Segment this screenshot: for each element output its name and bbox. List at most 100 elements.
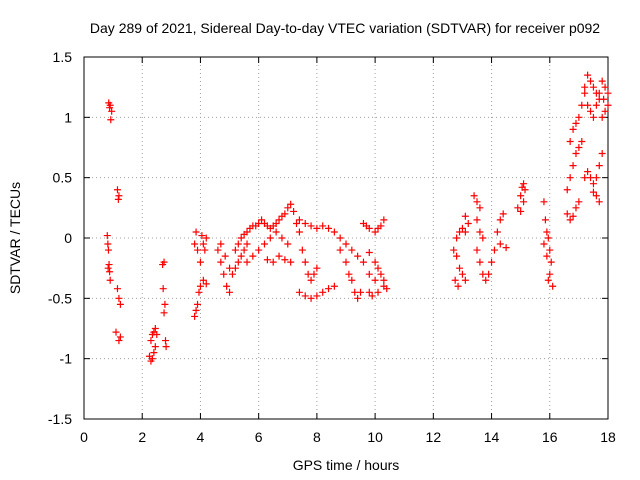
data-point <box>263 256 271 264</box>
data-point <box>345 270 353 278</box>
data-point <box>298 246 306 254</box>
data-point <box>287 200 295 208</box>
data-point <box>243 258 251 266</box>
data-point <box>541 216 549 224</box>
data-point <box>330 282 338 290</box>
data-point <box>461 212 469 220</box>
data-point <box>281 256 289 264</box>
data-point <box>453 252 461 260</box>
data-point <box>106 276 114 284</box>
data-point <box>114 195 122 203</box>
data-point <box>272 220 280 228</box>
data-point <box>549 282 557 290</box>
data-point <box>115 294 123 302</box>
data-point <box>454 282 462 290</box>
data-point <box>458 270 466 278</box>
data-point <box>584 101 592 109</box>
data-point <box>237 252 245 260</box>
data-point <box>201 246 209 254</box>
data-point <box>195 288 203 296</box>
x-tick-labels: 0 2 4 6 8 10 12 14 16 18 <box>80 429 616 445</box>
data-point <box>604 89 612 97</box>
data-point <box>371 228 379 236</box>
data-point <box>380 276 388 284</box>
data-point <box>371 258 379 266</box>
data-point <box>106 104 114 112</box>
data-point <box>368 292 376 300</box>
data-point <box>104 240 112 248</box>
data-point <box>275 216 283 224</box>
data-point <box>330 228 338 236</box>
data-point <box>108 107 116 115</box>
data-point <box>592 192 600 200</box>
data-point <box>293 220 301 228</box>
data-point <box>301 292 309 300</box>
data-point <box>106 268 114 276</box>
y-tick-label: 1.5 <box>53 49 73 65</box>
data-point <box>365 224 373 232</box>
data-point <box>544 276 552 284</box>
data-point <box>377 270 385 278</box>
data-point <box>342 258 350 266</box>
axis-ticks <box>83 56 609 420</box>
data-point <box>354 294 362 302</box>
data-point <box>116 300 124 308</box>
data-point <box>278 234 286 242</box>
data-point <box>313 224 321 232</box>
data-point <box>575 198 583 206</box>
data-point <box>598 113 606 121</box>
data-point <box>319 222 327 230</box>
data-point <box>221 252 229 260</box>
data-point <box>451 276 459 284</box>
y-tick-label: -1.5 <box>48 411 72 427</box>
data-point <box>595 89 603 97</box>
data-point <box>461 276 469 284</box>
data-point <box>220 270 228 278</box>
data-point <box>148 355 156 363</box>
data-point <box>589 188 597 196</box>
data-point <box>237 234 245 242</box>
data-point <box>601 83 609 91</box>
data-point <box>217 258 225 266</box>
data-point <box>589 180 597 188</box>
data-point <box>150 349 158 357</box>
data-point <box>217 240 225 248</box>
data-point <box>578 137 586 145</box>
x-tick-label: 2 <box>138 429 146 445</box>
x-tick-label: 8 <box>313 429 321 445</box>
y-axis-label: SDTVAR / TECUs <box>7 182 23 294</box>
data-point <box>502 244 510 252</box>
plot-frame <box>83 56 609 420</box>
data-point <box>226 288 234 296</box>
data-point <box>160 258 168 266</box>
data-point <box>255 246 263 254</box>
x-axis-label: GPS time / hours <box>293 457 400 473</box>
data-point <box>191 312 199 320</box>
data-point <box>153 331 161 339</box>
data-point <box>214 246 222 254</box>
data-point <box>456 264 464 272</box>
data-point <box>336 246 344 254</box>
data-point <box>589 113 597 121</box>
data-point <box>473 198 481 206</box>
data-point <box>547 258 555 266</box>
data-point <box>348 246 356 254</box>
data-point <box>493 228 501 236</box>
data-point <box>380 282 388 290</box>
data-point <box>243 240 251 248</box>
data-point <box>473 216 481 224</box>
data-point <box>575 113 583 121</box>
data-point <box>269 258 277 266</box>
data-point <box>295 228 303 236</box>
data-point <box>196 258 204 266</box>
data-point <box>601 107 609 115</box>
data-point <box>194 246 202 254</box>
data-point <box>581 89 589 97</box>
data-point <box>240 246 248 254</box>
data-point <box>365 270 373 278</box>
data-point <box>275 252 283 260</box>
data-point <box>284 204 292 212</box>
data-point <box>453 234 461 242</box>
data-point <box>223 282 231 290</box>
data-point <box>546 246 554 254</box>
